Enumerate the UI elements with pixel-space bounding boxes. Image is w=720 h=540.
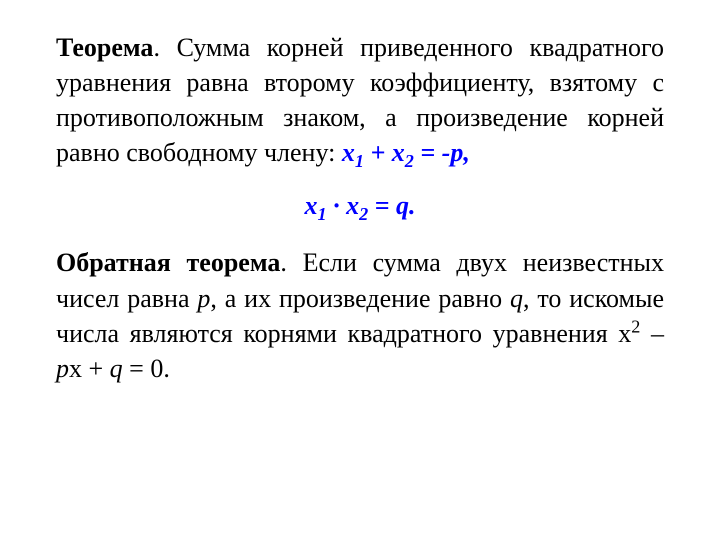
inverse-theorem-paragraph: Обратная теорема. Если сумма двух неизве…	[56, 245, 664, 385]
inverse-label: Обратная теорема	[56, 248, 280, 277]
theorem-label: Теорема	[56, 33, 153, 62]
var-p: p	[197, 284, 210, 313]
inverse-body-mid3: –	[640, 319, 664, 348]
inverse-body-end: = 0.	[123, 354, 170, 383]
var-q: q	[510, 284, 523, 313]
page: Теорема. Сумма корней приведенного квадр…	[0, 0, 720, 540]
inverse-body-mid4: х +	[69, 354, 110, 383]
inverse-body-mid1: , а их произведение равно	[210, 284, 510, 313]
var-p2: p	[56, 354, 69, 383]
formula-product: x1 · x2 = q.	[56, 188, 664, 223]
formula-sum: x1 + x2 = -p,	[342, 138, 470, 167]
theorem-paragraph: Теорема. Сумма корней приведенного квадр…	[56, 30, 664, 170]
var-q2: q	[110, 354, 123, 383]
